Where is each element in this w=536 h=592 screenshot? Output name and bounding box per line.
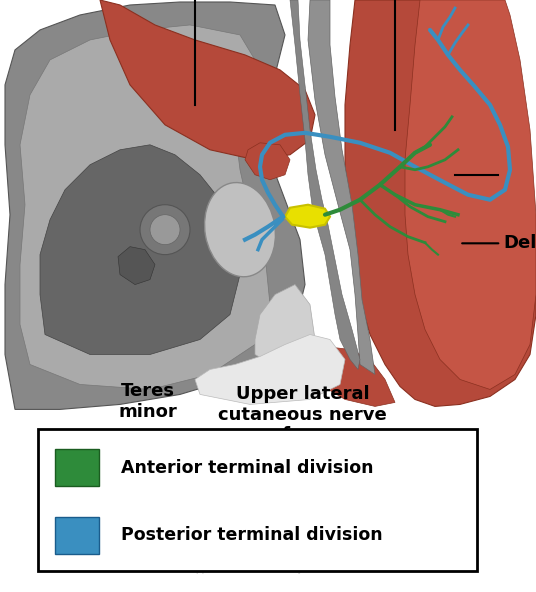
Text: Posterior terminal division: Posterior terminal division [121,526,383,544]
Text: The #1 Applied Human Anatomy Site on the Web.: The #1 Applied Human Anatomy Site on the… [154,565,382,574]
Polygon shape [345,0,536,407]
Polygon shape [100,0,315,160]
Text: teachmeanatomy: teachmeanatomy [300,548,422,562]
Polygon shape [20,25,270,390]
Polygon shape [5,2,305,410]
Text: Deltoid: Deltoid [504,234,536,252]
Text: Teres
minor: Teres minor [118,382,177,421]
Polygon shape [195,334,345,404]
Polygon shape [118,247,155,285]
FancyBboxPatch shape [38,429,477,571]
Bar [55,449,99,486]
Ellipse shape [205,182,276,277]
Polygon shape [405,0,536,390]
Polygon shape [290,0,360,369]
Text: Anterior terminal division: Anterior terminal division [121,459,374,477]
Polygon shape [245,143,290,180]
Text: ©: © [223,550,233,559]
Circle shape [150,215,180,244]
Polygon shape [305,346,395,407]
Polygon shape [285,205,330,228]
Polygon shape [255,285,315,369]
Polygon shape [308,0,375,375]
Polygon shape [40,145,240,355]
Bar [55,517,99,554]
Circle shape [140,205,190,255]
Text: Upper lateral
cutaneous nerve
of arm: Upper lateral cutaneous nerve of arm [219,385,387,445]
